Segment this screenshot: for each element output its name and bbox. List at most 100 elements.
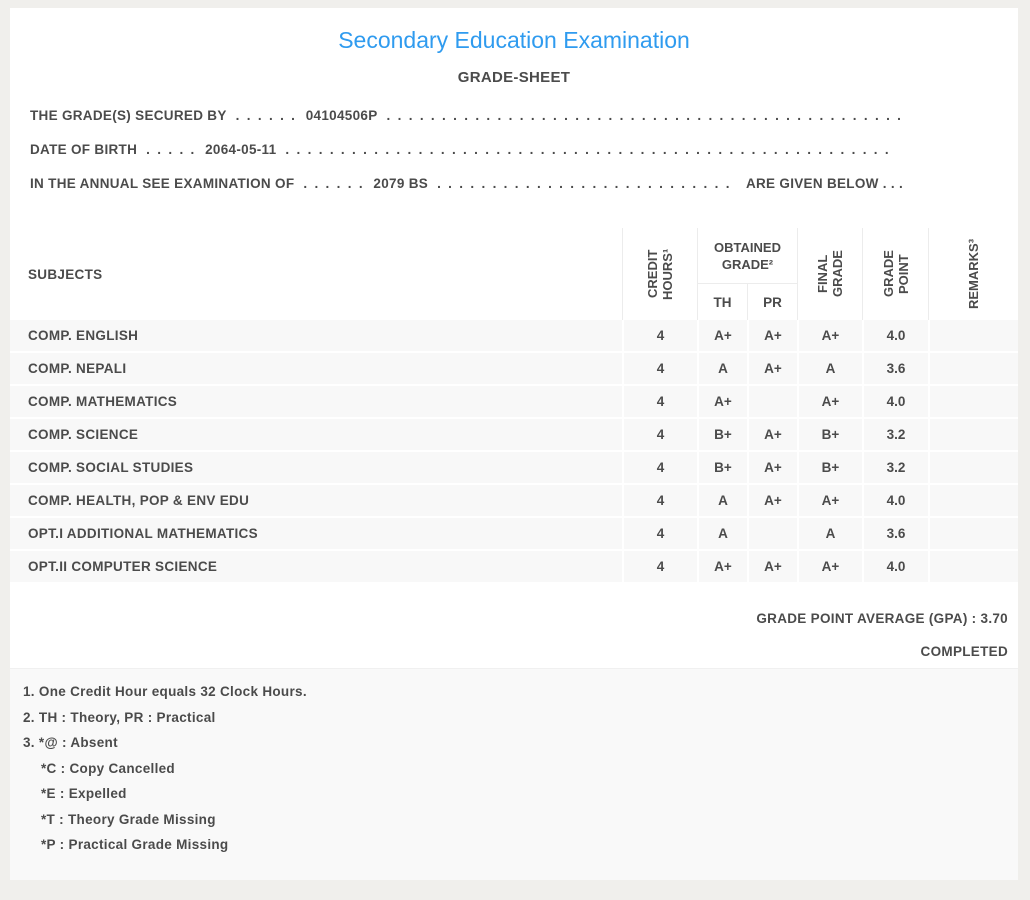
column-header-final-grade: FINAL GRADE	[797, 228, 862, 320]
cell-remarks	[928, 419, 1018, 452]
leader-dots: . . . . .	[146, 141, 197, 157]
cell-credit: 4	[622, 353, 697, 386]
cell-remarks	[928, 320, 1018, 353]
cell-subject: COMP. NEPALI	[10, 353, 622, 386]
column-header-practical: PR	[747, 284, 797, 320]
grades-table-body: COMP. ENGLISH 4 A+ A+ A+ 4.0 COMP. NEPALI 4 A A+ A…	[10, 320, 1018, 584]
cell-gp: 3.2	[862, 452, 928, 485]
table-row: OPT.I ADDITIONAL MATHEMATICS 4 A A 3.6	[10, 518, 1018, 551]
cell-th: A+	[697, 386, 747, 419]
table-row: COMP. SCIENCE 4 B+ A+ B+ 3.2	[10, 419, 1018, 452]
cell-final: A+	[797, 386, 862, 419]
filler-dots: . . . . . . . . . . . . . . . . . . . . …	[437, 175, 737, 191]
cell-pr: A+	[747, 485, 797, 518]
cell-remarks	[928, 518, 1018, 551]
cell-th: B+	[697, 419, 747, 452]
cell-th: A+	[697, 320, 747, 353]
table-row: COMP. NEPALI 4 A A+ A 3.6	[10, 353, 1018, 386]
cell-pr	[747, 386, 797, 419]
cell-credit: 4	[622, 551, 697, 584]
column-header-subjects: SUBJECTS	[10, 228, 622, 320]
cell-remarks	[928, 386, 1018, 419]
cell-th: A+	[697, 551, 747, 584]
grades-table: SUBJECTS CREDIT HOURS¹ OBTAINED GRADE² F…	[10, 228, 1018, 584]
table-row: COMP. HEALTH, POP & ENV EDU 4 A A+ A+ 4.0	[10, 485, 1018, 518]
cell-final: B+	[797, 419, 862, 452]
cell-final: A+	[797, 320, 862, 353]
student-info-block: THE GRADE(S) SECURED BY . . . . . . 0410…	[10, 98, 1018, 200]
table-row: OPT.II COMPUTER SCIENCE 4 A+ A+ A+ 4.0	[10, 551, 1018, 584]
cell-credit: 4	[622, 419, 697, 452]
cell-pr: A+	[747, 452, 797, 485]
examination-year-line: IN THE ANNUAL SEE EXAMINATION OF . . . .…	[30, 166, 903, 200]
cell-subject: COMP. HEALTH, POP & ENV EDU	[10, 485, 622, 518]
filler-dots: . . . . . . . . . . . . . . . . . . . . …	[386, 107, 903, 123]
examination-year-label: IN THE ANNUAL SEE EXAMINATION OF	[30, 175, 295, 191]
leader-dots: . . . . . .	[235, 107, 297, 123]
cell-subject: OPT.I ADDITIONAL MATHEMATICS	[10, 518, 622, 551]
page-subtitle: GRADE-SHEET	[457, 69, 571, 86]
cell-gp: 3.2	[862, 419, 928, 452]
footnote-line: 3. *@ : Absent	[23, 735, 118, 750]
cell-final: A	[797, 518, 862, 551]
are-given-below-text: ARE GIVEN BELOW . . .	[745, 175, 903, 191]
column-header-grade-point: GRADE POINT	[862, 228, 928, 320]
cell-remarks	[928, 452, 1018, 485]
footnote-line: 2. TH : Theory, PR : Practical	[23, 709, 216, 725]
cell-th: A	[697, 353, 747, 386]
table-row: COMP. ENGLISH 4 A+ A+ A+ 4.0	[10, 320, 1018, 353]
cell-final: B+	[797, 452, 862, 485]
summary-block: GRADE POINT AVERAGE (GPA) : 3.70 COMPLET…	[10, 609, 1018, 662]
cell-subject: OPT.II COMPUTER SCIENCE	[10, 551, 622, 584]
footnote-line: *C : Copy Cancelled	[41, 760, 175, 776]
grades-table-header: SUBJECTS CREDIT HOURS¹ OBTAINED GRADE² F…	[10, 228, 1018, 320]
date-of-birth-label: DATE OF BIRTH	[30, 141, 138, 157]
cell-credit: 4	[622, 518, 697, 551]
gpa-value-line: GRADE POINT AVERAGE (GPA) : 3.70	[756, 611, 1008, 626]
cell-subject: COMP. ENGLISH	[10, 320, 622, 353]
cell-gp: 4.0	[862, 551, 928, 584]
table-row: COMP. SOCIAL STUDIES 4 B+ A+ B+ 3.2	[10, 452, 1018, 485]
footnote-line: *P : Practical Grade Missing	[41, 837, 229, 852]
cell-credit: 4	[622, 485, 697, 518]
footnote-line: *T : Theory Grade Missing	[41, 811, 216, 827]
table-row: COMP. MATHEMATICS 4 A+ A+ 4.0	[10, 386, 1018, 419]
cell-pr: A+	[747, 353, 797, 386]
cell-th: A	[697, 518, 747, 551]
cell-pr: A+	[747, 320, 797, 353]
column-header-theory: TH	[697, 284, 747, 320]
cell-subject: COMP. SOCIAL STUDIES	[10, 452, 622, 485]
cell-gp: 3.6	[862, 353, 928, 386]
footnotes: 1. One Credit Hour equals 32 Clock Hours…	[10, 668, 1018, 880]
cell-credit: 4	[622, 452, 697, 485]
cell-credit: 4	[622, 320, 697, 353]
cell-final: A+	[797, 485, 862, 518]
column-header-obtained-grade: OBTAINED GRADE²	[697, 228, 797, 284]
cell-remarks	[928, 353, 1018, 386]
page-title: Secondary Education Examination	[338, 27, 690, 53]
date-of-birth-line: DATE OF BIRTH . . . . . 2064-05-11 . . .…	[30, 132, 895, 166]
cell-subject: COMP. MATHEMATICS	[10, 386, 622, 419]
cell-th: B+	[697, 452, 747, 485]
grade-sheet-panel: Secondary Education Examination GRADE-SH…	[10, 8, 1018, 880]
cell-credit: 4	[622, 386, 697, 419]
cell-final: A+	[797, 551, 862, 584]
column-header-credit-hours: CREDIT HOURS¹	[622, 228, 697, 320]
cell-pr: A+	[747, 419, 797, 452]
grades-secured-line: THE GRADE(S) SECURED BY . . . . . . 0410…	[30, 98, 903, 132]
cell-gp: 3.6	[862, 518, 928, 551]
footnote-line: *E : Expelled	[41, 786, 127, 801]
cell-remarks	[928, 551, 1018, 584]
leader-dots: . . . . . .	[303, 175, 365, 191]
cell-final: A	[797, 353, 862, 386]
symbol-number-value: 04104506P	[305, 107, 378, 123]
completion-status: COMPLETED	[920, 644, 1008, 659]
examination-year-value: 2079 BS	[373, 175, 429, 191]
cell-remarks	[928, 485, 1018, 518]
cell-pr: A+	[747, 551, 797, 584]
footnote-line: 1. One Credit Hour equals 32 Clock Hours…	[23, 684, 307, 699]
filler-dots: . . . . . . . . . . . . . . . . . . . . …	[285, 141, 895, 157]
column-header-remarks: REMARKS³	[928, 228, 1018, 320]
cell-gp: 4.0	[862, 485, 928, 518]
cell-pr	[747, 518, 797, 551]
